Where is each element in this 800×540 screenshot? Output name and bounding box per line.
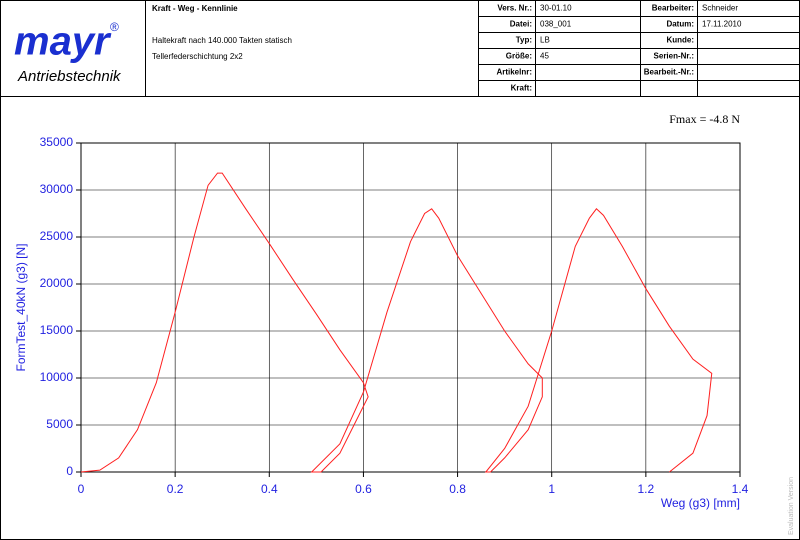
- field-value: Schneider: [702, 4, 738, 13]
- data-line: [80, 172, 713, 473]
- logo-subtitle: Antriebstechnik: [17, 68, 122, 85]
- field-value: LB: [540, 36, 550, 45]
- field-label: Datum:: [666, 20, 694, 29]
- field-label: Bearbeit.-Nr.:: [644, 68, 694, 77]
- field-value: 038_001: [540, 20, 572, 29]
- field-label: Bearbeiter:: [652, 4, 694, 13]
- y-tick-label: 0: [66, 464, 73, 478]
- field-label: Kunde:: [666, 36, 694, 45]
- x-tick-label: 0.8: [449, 482, 466, 496]
- x-tick-label: 0.2: [167, 482, 184, 496]
- x-tick-label: 0.6: [355, 482, 372, 496]
- description: Haltekraft nach 140.000 Takten statisch: [152, 36, 292, 45]
- report-title: Kraft - Weg - Kennlinie: [152, 4, 238, 13]
- x-tick-label: 1: [548, 482, 555, 496]
- x-tick-label: 0: [78, 482, 85, 496]
- field-label: Serien-Nr.:: [654, 52, 694, 61]
- field-value: 17.11.2010: [702, 20, 742, 29]
- plot-frame: [80, 142, 741, 473]
- y-tick-label: 30000: [40, 182, 74, 196]
- y-axis-label: FormTest_40kN (g3) [N]: [14, 243, 28, 371]
- logo-mark: ®: [110, 20, 119, 34]
- watermark: Evaluation Version: [788, 477, 795, 535]
- y-tick-label: 10000: [40, 370, 74, 384]
- field-value: 45: [540, 52, 549, 61]
- y-tick-label: 20000: [40, 276, 74, 290]
- annotation: Fmax = -4.8 N: [669, 112, 740, 126]
- field-label: Größe:: [506, 52, 532, 61]
- field-label: Datei:: [510, 20, 532, 29]
- field-label: Vers. Nr.:: [497, 4, 532, 13]
- field-label: Artikelnr:: [496, 68, 532, 77]
- x-tick-label: 0.4: [261, 482, 278, 496]
- x-axis-label: Weg (g3) [mm]: [661, 496, 740, 510]
- y-tick-label: 5000: [46, 417, 73, 431]
- logo: mayr: [14, 20, 112, 64]
- field-label: Typ:: [516, 36, 532, 45]
- x-tick-label: 1.2: [638, 482, 655, 496]
- y-tick-label: 15000: [40, 323, 74, 337]
- x-tick-label: 1.4: [732, 482, 749, 496]
- y-tick-label: 35000: [40, 135, 74, 149]
- field-label: Kraft:: [511, 84, 532, 93]
- field-value: 30-01.10: [540, 4, 572, 13]
- description: Tellerfederschichtung 2x2: [152, 52, 243, 61]
- y-tick-label: 25000: [40, 229, 74, 243]
